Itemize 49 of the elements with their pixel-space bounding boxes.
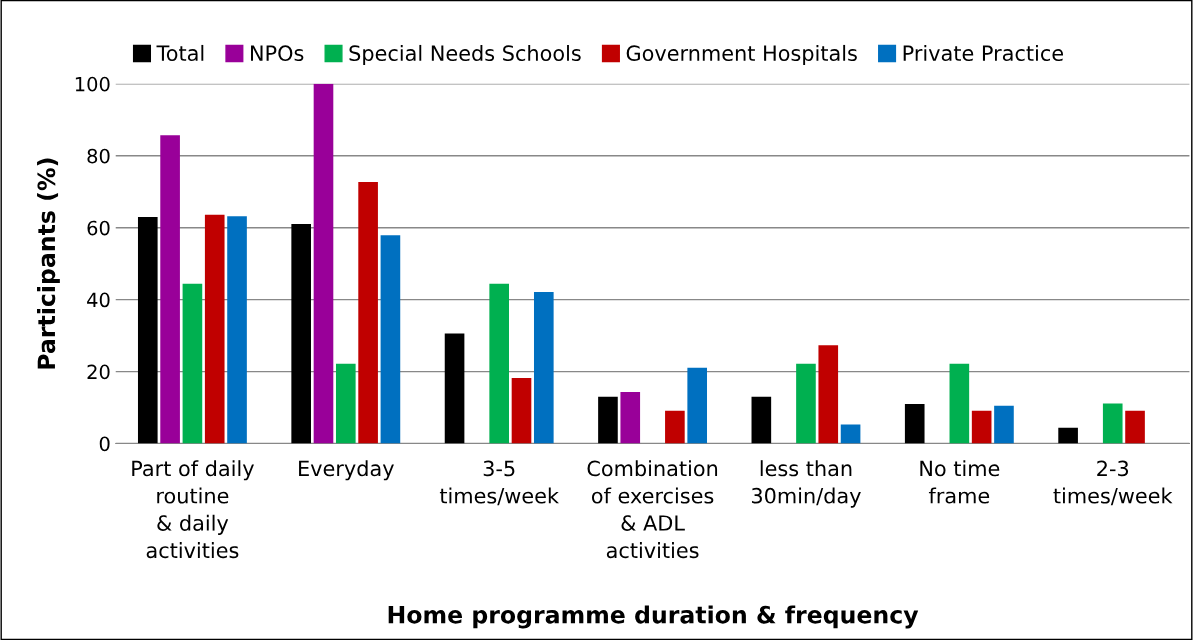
bar (971, 410, 992, 444)
x-tick-label: less than 30min/day (751, 460, 861, 508)
bar (227, 216, 247, 444)
bar (665, 410, 685, 444)
bar (1058, 427, 1078, 444)
bar (533, 292, 554, 444)
y-tick-label: 80 (87, 148, 110, 164)
bar (840, 424, 861, 444)
legend-label: Private Practice (903, 44, 1064, 62)
bar (818, 345, 839, 444)
bar (182, 283, 203, 444)
bar (620, 392, 641, 444)
bar (335, 363, 356, 444)
bar (751, 396, 772, 444)
bar (204, 214, 225, 444)
bar (444, 333, 465, 444)
legend-label: Government Hospitals (626, 44, 857, 66)
bar (949, 363, 970, 444)
legend-label: Special Needs Schools (349, 44, 581, 66)
bar (796, 363, 816, 444)
bar (687, 367, 708, 444)
y-tick-label: 100 (75, 76, 110, 92)
x-tick-label: 3-5 times/week (439, 460, 559, 506)
x-tick-label: 2-3 times/week (1053, 460, 1173, 506)
bar (904, 403, 925, 444)
y-tick-label: 40 (87, 292, 110, 308)
bar (489, 283, 509, 444)
x-tick-label: No time frame (920, 460, 1000, 504)
bar (598, 396, 618, 444)
y-tick-label: 60 (87, 220, 110, 236)
bar (160, 135, 180, 444)
bar (380, 235, 401, 444)
y-axis-title: Participants (%) (37, 158, 60, 369)
legend-label: NPOs (251, 45, 304, 62)
legend-label: Total (156, 44, 204, 62)
bar (137, 216, 158, 444)
bar (358, 182, 378, 444)
y-tick-label: 0 (99, 436, 110, 452)
x-tick-label: Everyday (299, 460, 394, 481)
x-axis-title: Home programme duration & frequency (388, 605, 919, 629)
bar (511, 378, 532, 444)
bar (291, 224, 311, 444)
bar (1102, 403, 1123, 444)
bar (994, 405, 1014, 444)
x-tick-label: Part of daily routine & daily activities (132, 460, 254, 559)
x-tick-label: Combination of exercises & ADL activities (587, 460, 718, 559)
bar (1125, 410, 1145, 444)
bar (313, 83, 334, 444)
y-tick-label: 20 (87, 364, 110, 380)
